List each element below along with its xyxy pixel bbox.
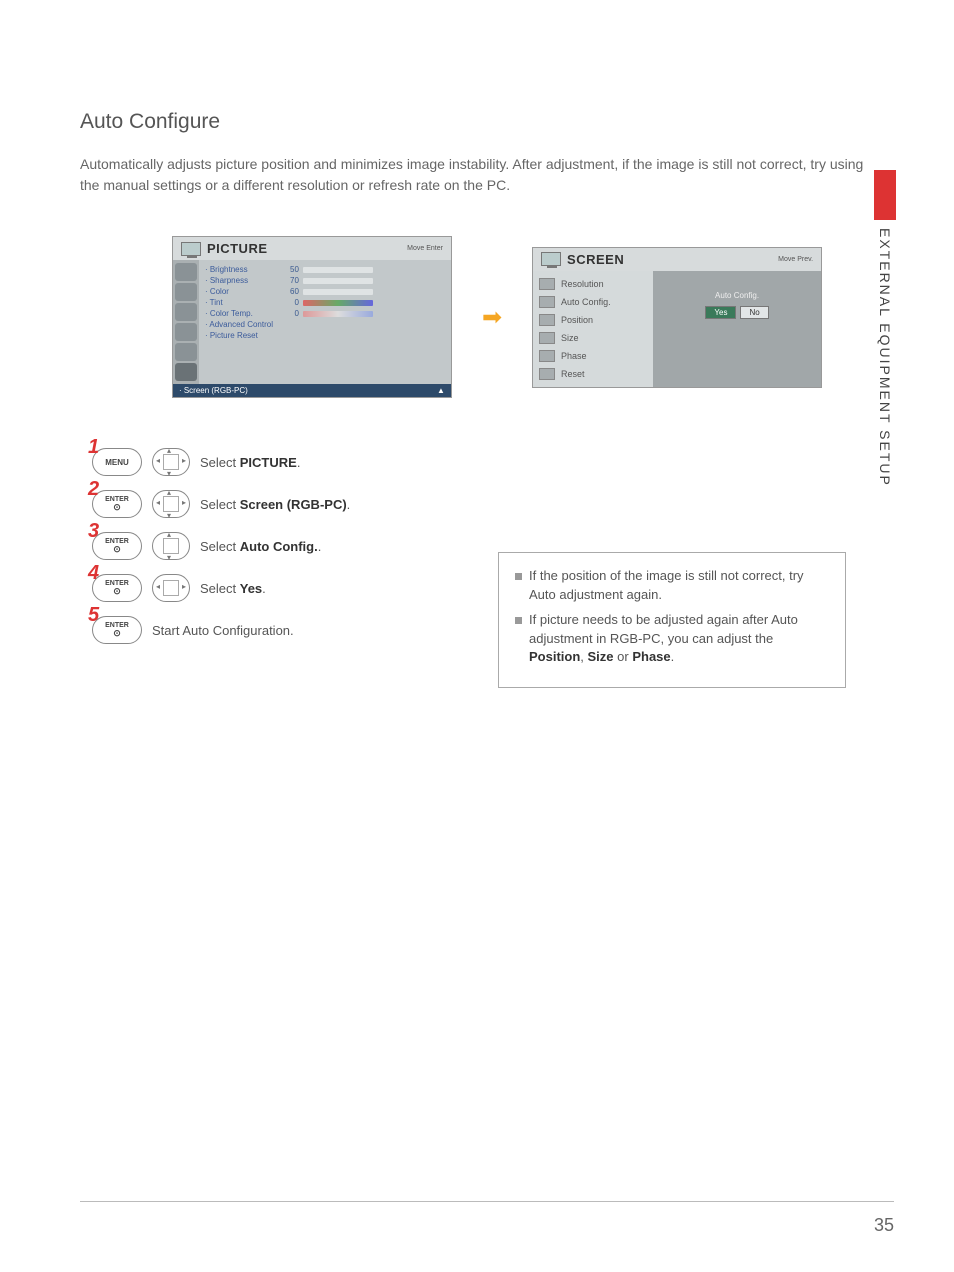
dpad[interactable]: ▴▾ <box>152 532 190 560</box>
dpad[interactable]: ◂▸▴▾ <box>152 490 190 518</box>
menu-button[interactable]: MENU <box>92 448 142 476</box>
menu-illustration: PICTURE Move Enter · Brightness50· Sharp… <box>120 236 874 398</box>
screen-item: Reset <box>537 365 649 383</box>
screen-item: Position <box>537 311 649 329</box>
picture-item: · Color Temp.0 <box>205 308 445 319</box>
step-text: Select PICTURE. <box>200 455 300 470</box>
screen-item: Auto Config. <box>537 293 649 311</box>
no-button[interactable]: No <box>740 306 768 319</box>
step-text: Select Screen (RGB-PC). <box>200 497 350 512</box>
step-text: Select Yes. <box>200 581 266 596</box>
picture-item: · Tint0 <box>205 297 445 308</box>
page-number: 35 <box>874 1215 894 1236</box>
step-text: Start Auto Configuration. <box>152 623 294 638</box>
picture-item: · Brightness50 <box>205 264 445 275</box>
dpad[interactable]: ◂▸ <box>152 574 190 602</box>
picture-menu: PICTURE Move Enter · Brightness50· Sharp… <box>172 236 452 398</box>
monitor-icon <box>181 242 201 256</box>
enter-button[interactable]: ENTER⊙ <box>92 532 142 560</box>
picture-menu-hint: Move Enter <box>407 245 443 252</box>
picture-item: · Advanced Control <box>205 319 445 330</box>
footer-rule <box>80 1201 894 1202</box>
side-label: EXTERNAL EQUIPMENT SETUP <box>877 228 893 487</box>
picture-highlight-row: · Screen (RGB-PC) ▲ <box>173 384 451 397</box>
screen-list: ResolutionAuto Config.PositionSizePhaseR… <box>533 271 653 387</box>
screen-item: Size <box>537 329 649 347</box>
arrow-icon: ➡ <box>482 303 502 332</box>
step-text: Select Auto Config.. <box>200 539 321 554</box>
dpad[interactable]: ◂▸▴▾ <box>152 448 190 476</box>
intro-text: Automatically adjusts picture position a… <box>80 154 874 196</box>
step: 1MENU◂▸▴▾Select PICTURE. <box>92 448 874 476</box>
picture-item: · Sharpness70 <box>205 275 445 286</box>
note-box: If the position of the image is still no… <box>498 552 846 688</box>
note-item: If picture needs to be adjusted again af… <box>515 611 829 668</box>
section-heading: Auto Configure <box>80 110 874 134</box>
note-item: If the position of the image is still no… <box>515 567 829 605</box>
picture-item: · Color60 <box>205 286 445 297</box>
screen-menu-title: SCREEN <box>567 252 624 267</box>
yes-button[interactable]: Yes <box>705 306 736 319</box>
enter-button[interactable]: ENTER⊙ <box>92 490 142 518</box>
step: 2ENTER⊙◂▸▴▾Select Screen (RGB-PC). <box>92 490 874 518</box>
autoconfig-label: Auto Config. <box>715 291 759 300</box>
picture-item: · Picture Reset <box>205 330 445 341</box>
enter-button[interactable]: ENTER⊙ <box>92 574 142 602</box>
picture-sidebar <box>173 260 199 384</box>
red-bar <box>874 170 896 220</box>
monitor-icon <box>541 252 561 266</box>
enter-button[interactable]: ENTER⊙ <box>92 616 142 644</box>
screen-item: Resolution <box>537 275 649 293</box>
screen-item: Phase <box>537 347 649 365</box>
picture-menu-title: PICTURE <box>207 241 268 256</box>
screen-menu-hint: Move Prev. <box>778 256 813 263</box>
screen-menu: SCREEN Move Prev. ResolutionAuto Config.… <box>532 247 822 388</box>
side-tab: EXTERNAL EQUIPMENT SETUP <box>874 170 896 487</box>
